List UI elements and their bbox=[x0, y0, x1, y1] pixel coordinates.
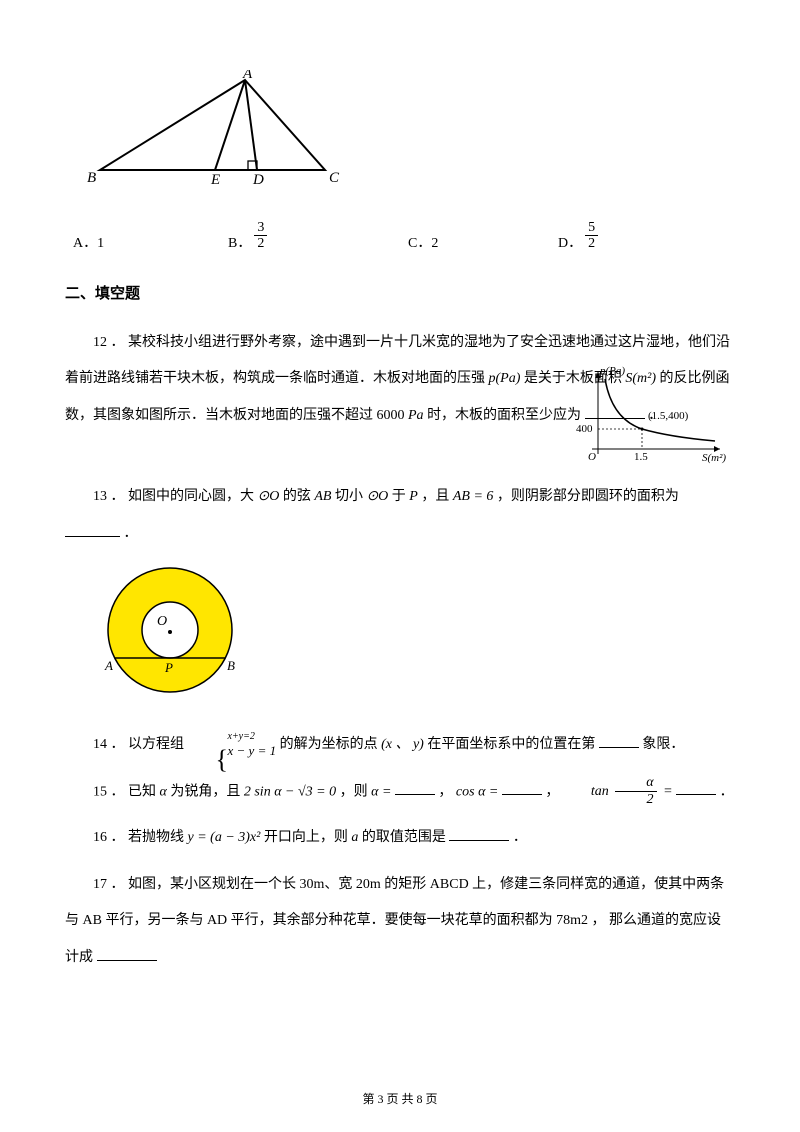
q15-comma1: ， bbox=[438, 784, 452, 799]
svg-text:P: P bbox=[164, 660, 173, 675]
q16-formula: y = (a − 3)x² bbox=[188, 830, 261, 845]
q14-text3: 在平面坐标系中的位置在第 bbox=[427, 737, 595, 752]
q14-blank bbox=[599, 734, 639, 748]
answer-row: A． 1 B． 3 2 C． 2 D． 5 2 bbox=[73, 220, 735, 252]
q12-text2: 是关于木板面积 bbox=[524, 371, 622, 386]
q15-num: 15 ． bbox=[93, 784, 125, 799]
q15-alpha1: α bbox=[160, 784, 167, 799]
q15-cos: cos α = bbox=[456, 784, 498, 799]
answer-d-frac: 5 2 bbox=[585, 220, 598, 252]
q14-xy: (x 、 y) bbox=[381, 737, 424, 752]
answer-b-letter: B． bbox=[228, 232, 251, 252]
q13-text4: 于 bbox=[392, 489, 406, 504]
q13-circle1: ⊙O bbox=[258, 489, 280, 504]
answer-a: A． 1 bbox=[73, 232, 228, 252]
section-title: 二、填空题 bbox=[65, 282, 735, 303]
answer-c: C． 2 bbox=[408, 232, 558, 252]
q17-num: 17 ． bbox=[93, 877, 125, 892]
label-e: E bbox=[210, 172, 220, 188]
q17-text1: 如图，某小区规划在一个长 30m、宽 20m 的矩形 ABCD 上，修建三条同样… bbox=[65, 877, 724, 965]
q14-text2: 的解为坐标的点 bbox=[280, 737, 378, 752]
answer-a-value: 1 bbox=[97, 236, 104, 252]
q15-text3: ，则 bbox=[340, 784, 368, 799]
q14-system: x+y=2 x − y = 1 bbox=[188, 731, 277, 759]
q16-text2: 开口向上，则 bbox=[264, 830, 348, 845]
q12-pa: Pa bbox=[408, 408, 424, 423]
q16-a: a bbox=[351, 830, 358, 845]
q16-text3: 的取值范围是 bbox=[362, 830, 446, 845]
q15-text1: 已知 bbox=[128, 784, 156, 799]
q13-svg: O A B P bbox=[95, 562, 245, 702]
answer-a-letter: A． bbox=[73, 232, 97, 252]
q13-p: P bbox=[409, 489, 418, 504]
q13-text1: 如图中的同心圆，大 bbox=[128, 489, 254, 504]
q12-blank bbox=[585, 405, 645, 419]
question-17: 17 ． 如图，某小区规划在一个长 30m、宽 20m 的矩形 ABCD 上，修… bbox=[65, 867, 735, 976]
q12-period: ． bbox=[648, 408, 662, 423]
answer-c-value: 2 bbox=[431, 236, 438, 252]
answer-b-frac: 3 2 bbox=[254, 220, 267, 252]
q13-figure: O A B P bbox=[95, 562, 735, 707]
svg-text:O: O bbox=[588, 451, 596, 463]
label-c: C bbox=[329, 170, 340, 186]
q12-ppa: p(Pa) bbox=[489, 371, 521, 386]
triangle-svg: A B C E D bbox=[85, 70, 345, 190]
q12-sm2: S(m²) bbox=[625, 371, 656, 386]
q13-text5: ，且 bbox=[421, 489, 449, 504]
triangle-figure: A B C E D bbox=[85, 70, 735, 195]
question-15: 15 ． 已知 α 为锐角，且 2 sin α − √3 = 0 ，则 α = … bbox=[65, 774, 735, 811]
question-12: 12 ． 某校科技小组进行野外考察，途中遇到一片十几米宽的湿地为了安全迅速地通过… bbox=[65, 325, 735, 434]
svg-text:A: A bbox=[104, 658, 113, 673]
question-16: 16 ． 若抛物线 y = (a − 3)x² 开口向上，则 a 的取值范围是 … bbox=[65, 820, 735, 856]
question-14: 14 ． 以方程组 x+y=2 x − y = 1 的解为坐标的点 (x 、 y… bbox=[65, 727, 735, 763]
q16-blank bbox=[449, 827, 509, 841]
q17-blank bbox=[97, 947, 157, 961]
svg-text:400: 400 bbox=[576, 423, 593, 435]
answer-c-letter: C． bbox=[408, 232, 431, 252]
q12-text4: 时，木板的面积至少应为 bbox=[427, 408, 581, 423]
q12-num: 12 ． bbox=[93, 335, 125, 350]
q16-num: 16 ． bbox=[93, 830, 125, 845]
question-13: 13 ． 如图中的同心圆，大 ⊙O 的弦 AB 切小 ⊙O 于 P ，且 AB … bbox=[65, 479, 735, 552]
svg-text:O: O bbox=[157, 614, 167, 629]
page-footer: 第 3 页 共 8 页 bbox=[0, 1090, 800, 1107]
answer-b: B． 3 2 bbox=[228, 220, 408, 252]
q13-period: ． bbox=[124, 526, 138, 541]
q15-comma2: ， bbox=[545, 784, 559, 799]
label-d: D bbox=[252, 172, 264, 188]
q13-ab: AB bbox=[314, 489, 331, 504]
q15-blank1 bbox=[395, 781, 435, 795]
q15-period: ． bbox=[720, 784, 734, 799]
answer-d: D． 5 2 bbox=[558, 220, 601, 252]
q15-blank2 bbox=[502, 781, 542, 795]
svg-text:B: B bbox=[227, 658, 235, 673]
label-b: B bbox=[87, 170, 96, 186]
answer-d-letter: D． bbox=[558, 232, 582, 252]
q15-alpha2: α = bbox=[371, 784, 391, 799]
svg-text:1.5: 1.5 bbox=[634, 451, 648, 463]
q15-blank3 bbox=[676, 781, 716, 795]
q16-text1: 若抛物线 bbox=[128, 830, 184, 845]
q15-formula1: 2 sin α − √3 = 0 bbox=[244, 784, 336, 799]
q15-tan: tan α 2 = bbox=[563, 774, 673, 810]
svg-text:S(m²): S(m²) bbox=[702, 452, 726, 464]
q13-text3: 切小 bbox=[335, 489, 363, 504]
q13-abeq: AB = 6 bbox=[453, 489, 494, 504]
q16-period: ． bbox=[513, 830, 527, 845]
q13-text6: ，则阴影部分即圆环的面积为 bbox=[497, 489, 679, 504]
label-a: A bbox=[242, 70, 253, 82]
q13-num: 13 ． bbox=[93, 489, 125, 504]
q13-circle2: ⊙O bbox=[366, 489, 388, 504]
q13-blank bbox=[65, 523, 120, 537]
q14-num: 14 ． bbox=[93, 737, 125, 752]
q14-text4: 象限． bbox=[642, 737, 684, 752]
q13-text2: 的弦 bbox=[283, 489, 311, 504]
q14-text1: 以方程组 bbox=[128, 737, 184, 752]
